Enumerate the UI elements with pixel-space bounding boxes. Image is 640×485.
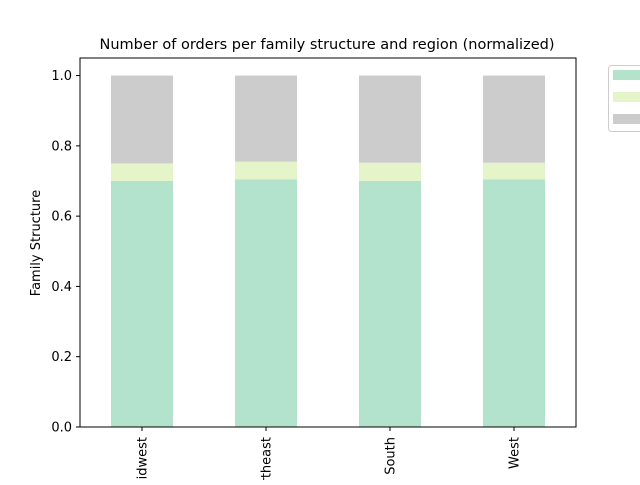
bar-segment-2-south <box>359 163 421 181</box>
y-tick-label: 0.2 <box>51 350 72 365</box>
x-tick-label-northeast: Northeast <box>260 437 275 480</box>
bar-segment-1-northeast <box>235 179 297 427</box>
legend-swatch-2 <box>613 92 640 102</box>
y-axis: 0.0 0.2 0.4 0.6 0.8 1.0 <box>51 69 80 435</box>
y-tick-label: 0.0 <box>51 421 72 436</box>
y-tick-label: 0.8 <box>51 139 72 154</box>
x-axis: Midwest Northeast South West <box>136 427 523 480</box>
bar-segment-3-northeast <box>235 76 297 162</box>
y-tick-label: 0.6 <box>51 210 72 225</box>
bars-layer <box>111 76 545 427</box>
bar-segment-3-midwest <box>111 76 173 164</box>
bar-segment-2-midwest <box>111 163 173 181</box>
bar-segment-2-northeast <box>235 162 297 180</box>
bar-segment-1-west <box>483 179 545 427</box>
y-axis-label: Family Structure <box>29 190 44 296</box>
bar-segment-1-midwest <box>111 181 173 427</box>
chart-title: Number of orders per family structure an… <box>100 37 555 53</box>
bar-segment-3-west <box>483 76 545 163</box>
legend <box>609 66 640 132</box>
x-tick-label-midwest: Midwest <box>136 437 151 480</box>
bar-segment-2-west <box>483 163 545 180</box>
legend-swatch-1 <box>613 70 640 80</box>
x-tick-label-south: South <box>384 437 399 475</box>
y-tick-label: 1.0 <box>51 69 72 84</box>
bar-segment-1-south <box>359 181 421 427</box>
legend-swatch-3 <box>613 114 640 124</box>
bar-segment-3-south <box>359 76 421 163</box>
x-tick-label-west: West <box>508 437 523 469</box>
y-tick-label: 0.4 <box>51 280 72 295</box>
